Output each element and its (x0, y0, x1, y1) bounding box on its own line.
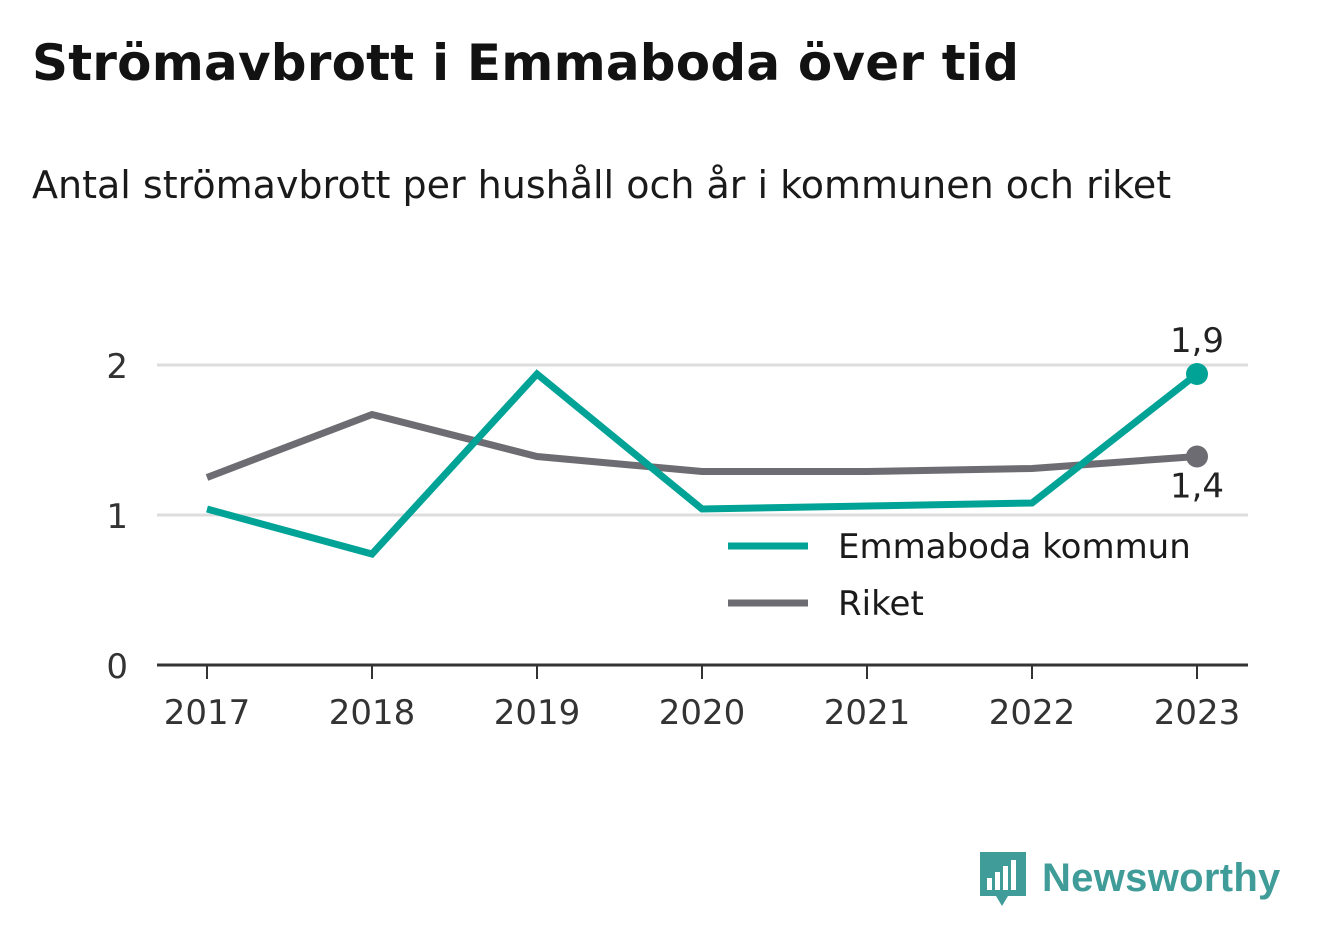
x-tick-label: 2019 (494, 693, 581, 733)
legend: Emmaboda kommun Riket (716, 522, 1216, 634)
chart-subtitle: Antal strömavbrott per hushåll och år i … (32, 163, 1172, 207)
newsworthy-logo: Newsworthy (978, 848, 1281, 908)
x-tick-label: 2020 (659, 693, 746, 733)
end-point-marker (1186, 445, 1208, 468)
x-tick-label: 2022 (989, 693, 1076, 733)
series-line-emmaboda (206, 369, 1200, 558)
x-tick-label: 2017 (164, 693, 251, 733)
legend-label: Riket (838, 584, 924, 624)
bar-chart-speech-bubble-icon (980, 852, 1026, 906)
end-value-label: 1,9 (1170, 321, 1224, 361)
series-lines (205, 363, 1208, 558)
axes: 0 1 2 2017 2018 2019 2020 2021 2022 2023 (106, 347, 1248, 733)
x-tick-label: 2023 (1154, 693, 1241, 733)
series-line-riket (205, 410, 1198, 481)
y-tick-label: 1 (106, 497, 128, 537)
legend-background (716, 522, 1216, 634)
legend-label: Emmaboda kommun (838, 527, 1191, 567)
grid-lines (157, 363, 1248, 517)
y-tick-label: 0 (106, 647, 128, 687)
chart-title: Strömavbrott i Emmaboda över tid (32, 34, 1020, 92)
y-tick-label: 2 (106, 347, 128, 387)
x-tick-label: 2021 (824, 693, 911, 733)
data-labels: 1,4 1,9 (1170, 321, 1224, 507)
end-value-label: 1,4 (1170, 467, 1224, 507)
end-point-marker (1186, 363, 1208, 385)
x-tick-label: 2018 (329, 693, 416, 733)
brand-name: Newsworthy (1042, 855, 1281, 900)
